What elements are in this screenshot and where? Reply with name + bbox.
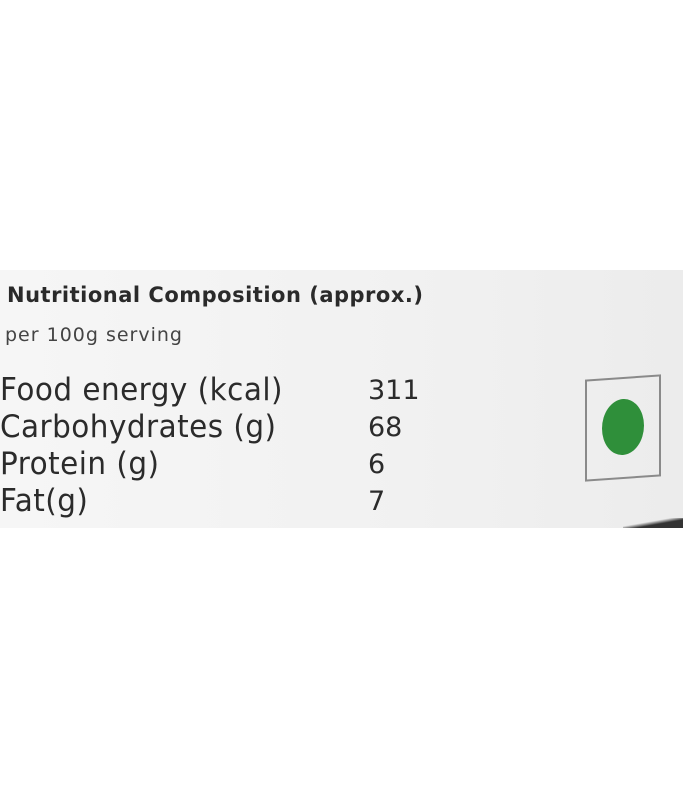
nutrient-name: Fat(g) (0, 483, 89, 519)
nutrient-value: 311 (368, 375, 420, 406)
nutrient-name: Carbohydrates (g) (0, 409, 277, 445)
nutrient-value: 6 (368, 449, 386, 480)
vegetarian-mark-icon (585, 374, 661, 482)
serving-size: per 100g serving (5, 324, 183, 346)
table-row: Fat(g) 7 (0, 483, 440, 520)
label-title: Nutritional Composition (approx.) (7, 283, 424, 307)
table-row: Carbohydrates (g) 68 (0, 409, 440, 446)
table-row: Protein (g) 6 (0, 446, 440, 483)
nutrient-name: Food energy (kcal) (0, 372, 283, 408)
nutrient-value: 7 (368, 486, 386, 517)
package-edge (623, 518, 683, 528)
table-row: Food energy (kcal) 311 (0, 372, 440, 409)
nutrient-name: Protein (g) (0, 446, 160, 482)
green-dot-icon (602, 397, 644, 457)
nutrition-table: Food energy (kcal) 311 Carbohydrates (g)… (0, 372, 440, 520)
nutrient-value: 68 (368, 412, 403, 443)
nutrition-label (0, 270, 683, 528)
